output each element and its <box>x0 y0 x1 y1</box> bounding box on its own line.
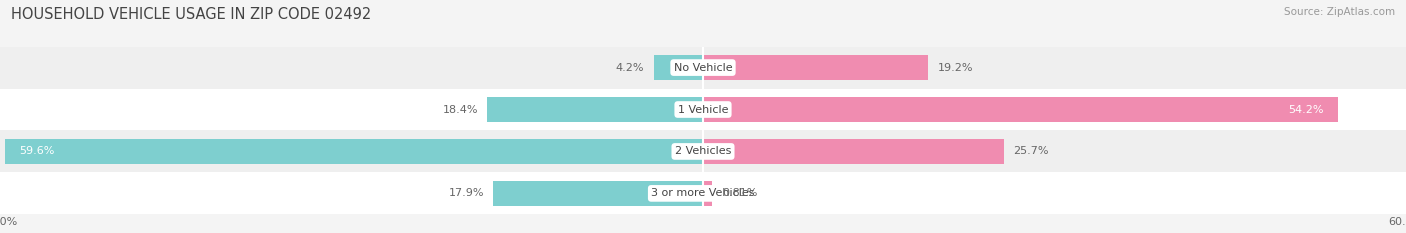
Text: 17.9%: 17.9% <box>449 188 484 198</box>
Bar <box>703 181 713 206</box>
Bar <box>654 55 703 80</box>
Text: 2 Vehicles: 2 Vehicles <box>675 147 731 156</box>
Text: 19.2%: 19.2% <box>938 63 973 72</box>
Text: 59.6%: 59.6% <box>18 147 53 156</box>
Bar <box>703 139 1004 164</box>
Text: Source: ZipAtlas.com: Source: ZipAtlas.com <box>1284 7 1395 17</box>
Bar <box>703 55 928 80</box>
Text: HOUSEHOLD VEHICLE USAGE IN ZIP CODE 02492: HOUSEHOLD VEHICLE USAGE IN ZIP CODE 0249… <box>11 7 371 22</box>
Bar <box>703 97 1339 122</box>
Text: 0.81%: 0.81% <box>721 188 758 198</box>
Bar <box>0 172 1406 214</box>
Text: No Vehicle: No Vehicle <box>673 63 733 72</box>
Bar <box>0 47 1406 89</box>
Bar <box>494 181 703 206</box>
Text: 1 Vehicle: 1 Vehicle <box>678 105 728 114</box>
Bar <box>0 130 1406 172</box>
Bar <box>4 139 703 164</box>
Text: 25.7%: 25.7% <box>1014 147 1049 156</box>
Text: 54.2%: 54.2% <box>1288 105 1324 114</box>
Text: 3 or more Vehicles: 3 or more Vehicles <box>651 188 755 198</box>
Text: 4.2%: 4.2% <box>616 63 644 72</box>
Text: 18.4%: 18.4% <box>443 105 478 114</box>
Bar <box>488 97 703 122</box>
Bar <box>0 89 1406 130</box>
